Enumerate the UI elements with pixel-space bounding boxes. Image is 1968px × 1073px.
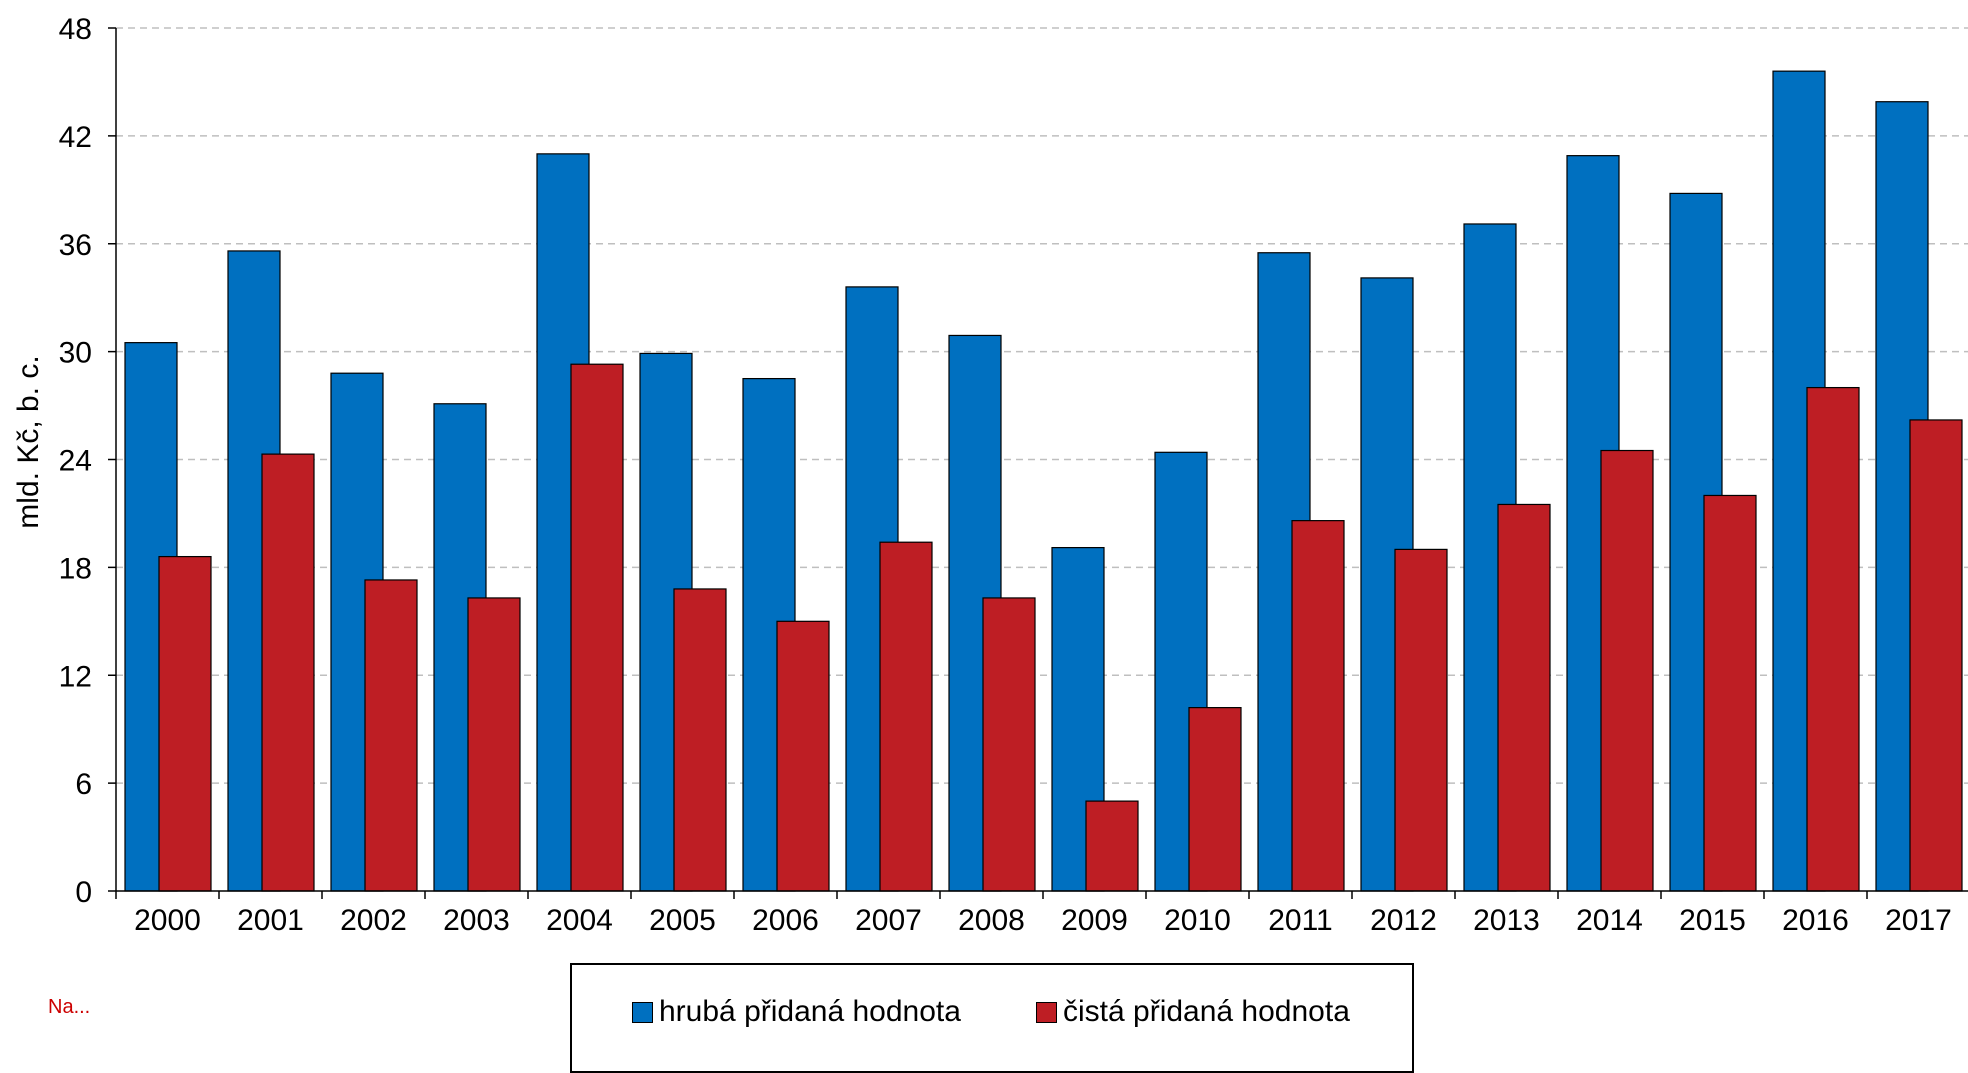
- bar-net-2005: [673, 588, 727, 892]
- bar-gross-2010: [1154, 451, 1208, 892]
- legend-label-gross: hrubá přidaná hodnota: [659, 995, 961, 1028]
- y-tick-label: 30: [59, 337, 92, 370]
- y-tick-label: 12: [59, 660, 92, 693]
- bar-net-2008: [982, 597, 1036, 892]
- y-tick-label: 42: [59, 121, 92, 154]
- bar-net-2017: [1909, 419, 1963, 892]
- bars: [124, 70, 1963, 892]
- bar-net-2006: [776, 620, 830, 892]
- x-tick-label: 2009: [1061, 904, 1128, 937]
- x-tick-label: 2004: [546, 904, 613, 937]
- y-tick-label: 48: [59, 13, 92, 46]
- bar-net-2015: [1703, 494, 1757, 892]
- bar-net-2004: [570, 363, 624, 892]
- footnote: Na...: [48, 996, 91, 1018]
- legend-swatch-gross: [632, 1001, 653, 1023]
- x-tick-label: 2015: [1679, 904, 1746, 937]
- x-tick-label: 2002: [340, 904, 407, 937]
- x-tick-labels: 2000 2001 2002 2003 2004 2005 2006 2007 2008 2009…: [134, 904, 1952, 937]
- axes: [108, 27, 1968, 899]
- y-tick-labels: 0 6 12 18 24 30 36 42 48: [59, 13, 92, 909]
- legend-item-gross: hrubá přidaná hodnota: [632, 995, 961, 1029]
- x-tick-label: 2005: [649, 904, 716, 937]
- y-tick-label: 18: [59, 552, 92, 585]
- x-tick-label: 2017: [1885, 904, 1952, 937]
- y-tick-label: 6: [75, 768, 92, 801]
- bar-net-2011: [1291, 520, 1345, 892]
- x-tick-label: 2003: [443, 904, 510, 937]
- x-tick-label: 2010: [1164, 904, 1231, 937]
- bar-net-2016: [1806, 386, 1860, 892]
- x-tick-label: 2012: [1370, 904, 1437, 937]
- x-tick-label: 2000: [134, 904, 201, 937]
- bar-net-2002: [364, 579, 418, 892]
- x-tick-label: 2013: [1473, 904, 1540, 937]
- x-tick-label: 2016: [1782, 904, 1849, 937]
- x-tick-label: 2001: [237, 904, 304, 937]
- y-tick-label: 24: [59, 445, 92, 478]
- bar-net-2013: [1497, 503, 1551, 892]
- y-tick-label: 0: [75, 876, 92, 909]
- y-axis-label: mld. Kč, b. c.: [12, 355, 45, 528]
- bar-net-2014: [1600, 449, 1654, 892]
- x-tick-label: 2008: [958, 904, 1025, 937]
- x-tick-label: 2014: [1576, 904, 1643, 937]
- x-tick-label: 2006: [752, 904, 819, 937]
- bar-net-2003: [467, 597, 521, 892]
- y-tick-label: 36: [59, 229, 92, 262]
- x-tick-label: 2011: [1268, 904, 1333, 937]
- legend-label-net: čistá přidaná hodnota: [1063, 995, 1350, 1028]
- legend-item-net: čistá přidaná hodnota: [1036, 995, 1350, 1029]
- bar-net-2012: [1394, 548, 1448, 892]
- gridlines: [116, 27, 1968, 784]
- legend-swatch-net: [1036, 1001, 1057, 1023]
- bar-net-2009: [1085, 800, 1139, 892]
- bar-net-2010: [1188, 707, 1242, 892]
- bar-net-2007: [879, 541, 933, 892]
- bar-net-2000: [158, 555, 212, 892]
- legend: hrubá přidaná hodnota čistá přidaná hodn…: [570, 963, 1414, 1073]
- bar-net-2001: [261, 453, 315, 892]
- x-tick-label: 2007: [855, 904, 922, 937]
